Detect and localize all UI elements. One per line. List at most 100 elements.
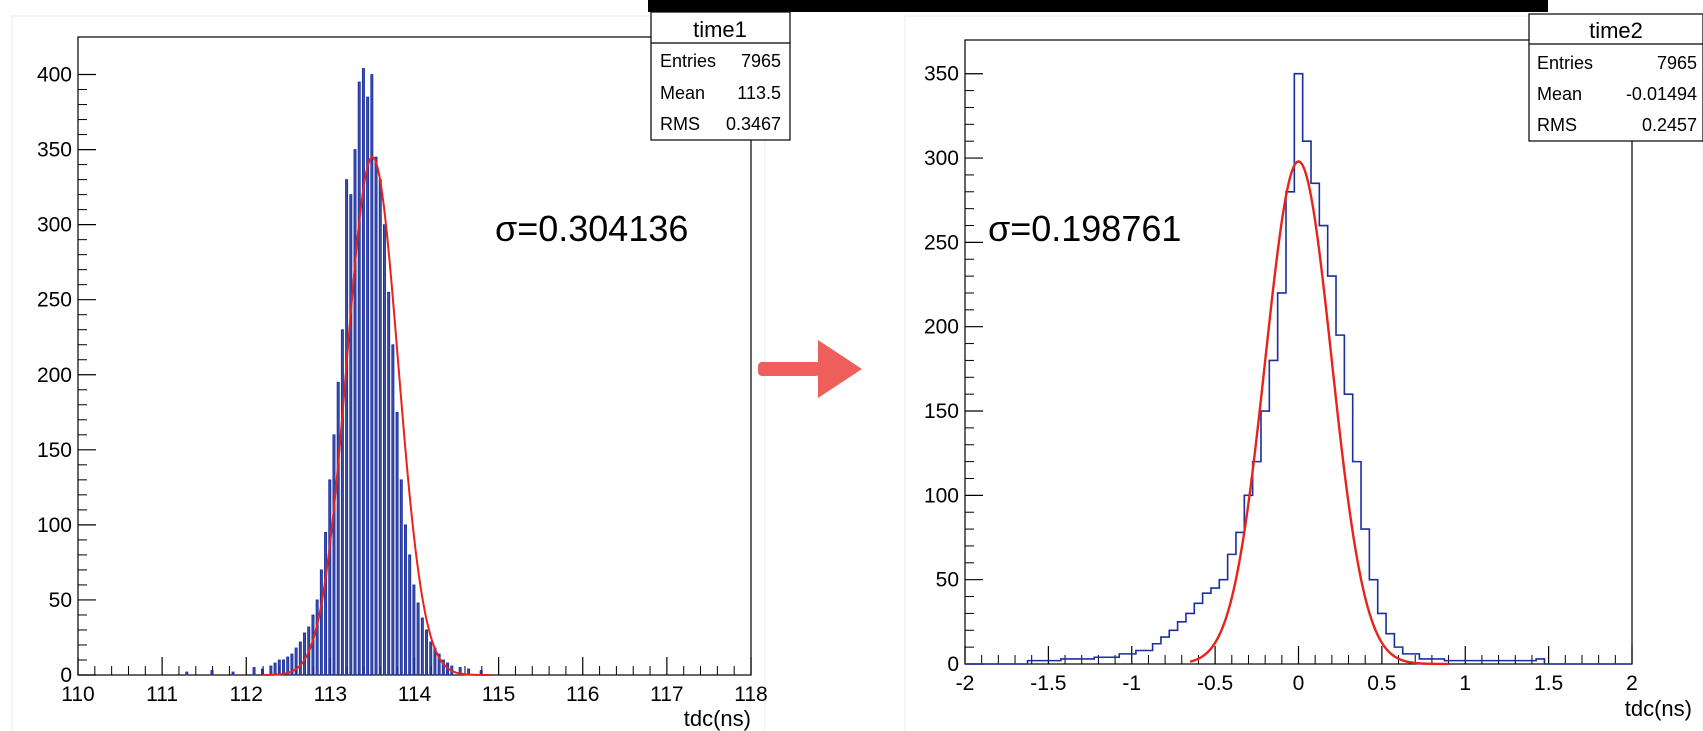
- title-underline: [648, 0, 1548, 12]
- histogram-bar: [416, 602, 420, 676]
- histogram-bar: [231, 671, 235, 676]
- stats-mean-value: 113.5: [737, 83, 781, 103]
- histogram-bar: [404, 524, 407, 676]
- histogram-bar: [260, 668, 264, 676]
- x-tick-label: 1: [1459, 672, 1471, 695]
- stats-entries-label: Entries: [660, 51, 716, 71]
- gaussian-fit-curve: [263, 155, 491, 676]
- right-arrow-icon: [758, 340, 862, 398]
- histogram-bar: [303, 632, 307, 676]
- x-tick-label: 1.5: [1534, 672, 1563, 695]
- x-tick-label: -2: [956, 672, 975, 695]
- y-tick-label: 250: [37, 289, 72, 312]
- x-tick-label: 117: [650, 683, 683, 706]
- histogram-bar: [458, 667, 462, 676]
- x-tick-label: -1: [1122, 672, 1141, 695]
- histogram-bar: [437, 653, 441, 676]
- y-tick-label: 0: [60, 664, 72, 687]
- y-tick-label: 200: [37, 364, 72, 387]
- histogram-bar: [408, 554, 412, 676]
- y-tick-label: 0: [947, 653, 959, 676]
- histogram-bar: [340, 329, 344, 676]
- y-tick-label: 100: [37, 514, 72, 537]
- y-tick-label: 150: [37, 439, 72, 462]
- sigma-annotation: σ=0.304136: [495, 208, 688, 249]
- stats-entries-label: Entries: [1537, 53, 1593, 73]
- histogram-bar: [374, 156, 378, 676]
- stats-rms-label: RMS: [660, 114, 700, 134]
- x-tick-label: 112: [230, 683, 263, 706]
- stats-title: time2: [1589, 18, 1643, 43]
- histogram-bar: [294, 647, 298, 676]
- y-tick-label: 150: [924, 400, 959, 423]
- stats-box: time2 Entries 7965 Mean -0.01494 RMS 0.2…: [1528, 13, 1703, 142]
- y-tick-label: 400: [37, 64, 72, 87]
- histogram-bar: [252, 667, 256, 676]
- stats-rms-label: RMS: [1537, 115, 1577, 135]
- histogram-bar: [315, 599, 319, 676]
- histogram-bar: [378, 179, 382, 676]
- panel-time2: 0 50 100 150 200 250 300 350 -2 -1.5 -1 -0.5 0 0.5 1 1…: [904, 13, 1703, 731]
- stats-box: time1 Entries 7965 Mean 113.5 RMS 0.3467: [650, 11, 791, 141]
- stats-mean-value: -0.01494: [1626, 84, 1697, 104]
- x-tick-label: 114: [398, 683, 432, 706]
- histogram-bar: [399, 479, 403, 676]
- histogram-bar: [185, 671, 189, 676]
- histogram-bar: [282, 659, 285, 676]
- y-tick-label: 100: [924, 484, 959, 507]
- histogram-bar: [332, 434, 336, 676]
- y-axis: 0 50 100 150 200 250 300 350 400: [37, 64, 96, 687]
- histogram-bar: [290, 653, 294, 676]
- panel-time1: 0 50 100 150 200 250 300 350 400 110 111 112 113 114…: [11, 11, 791, 731]
- stats-rms-value: 0.3467: [726, 114, 781, 134]
- histogram-bar: [273, 662, 277, 676]
- x-axis: -2 -1.5 -1 -0.5 0 0.5 1 1.5 2: [956, 646, 1638, 695]
- histogram-bar: [298, 641, 302, 676]
- histogram-bars: [185, 68, 483, 676]
- histogram-step-line: [965, 72, 1632, 665]
- x-tick-label: 110: [61, 683, 94, 706]
- histogram-bar: [349, 194, 353, 676]
- histogram-bar: [382, 224, 386, 676]
- stats-mean-label: Mean: [1537, 84, 1582, 104]
- histogram-bar: [420, 617, 424, 676]
- x-tick-label: -0.5: [1197, 672, 1233, 695]
- stats-title: time1: [693, 17, 747, 42]
- stats-rms-value: 0.2457: [1642, 115, 1697, 135]
- histogram-bar: [429, 641, 433, 676]
- x-tick-label: 2: [1626, 672, 1638, 695]
- x-tick-label: 111: [146, 683, 178, 706]
- y-tick-label: 50: [49, 589, 72, 612]
- histogram-bar: [370, 74, 374, 676]
- y-axis: 0 50 100 150 200 250 300 350: [924, 63, 983, 676]
- sigma-annotation: σ=0.198761: [988, 208, 1181, 249]
- x-tick-label: 116: [566, 683, 599, 706]
- stats-entries-value: 7965: [1657, 53, 1697, 73]
- histogram-bar: [361, 68, 365, 676]
- histogram-bar: [277, 659, 281, 676]
- y-tick-label: 200: [924, 316, 959, 339]
- histogram-bar: [395, 411, 399, 676]
- histogram-bar: [269, 665, 273, 676]
- x-tick-label: 0: [1293, 672, 1305, 695]
- stats-mean-label: Mean: [660, 83, 705, 103]
- x-tick-label: 115: [482, 683, 515, 706]
- histogram-bar: [210, 670, 214, 676]
- y-tick-label: 300: [924, 147, 959, 170]
- x-tick-label: 118: [734, 683, 767, 706]
- y-tick-label: 50: [936, 569, 959, 592]
- histogram-bar: [336, 381, 340, 676]
- y-tick-label: 350: [924, 63, 959, 86]
- histogram-bar: [366, 96, 370, 676]
- x-axis: 110 111 112 113 114 115 116 117 118: [61, 657, 768, 706]
- y-tick-label: 250: [924, 231, 959, 254]
- histogram-bar: [391, 344, 395, 676]
- x-tick-label: 113: [314, 683, 347, 706]
- histogram-bar: [357, 81, 361, 676]
- stats-entries-value: 7965: [741, 51, 781, 71]
- y-tick-label: 300: [37, 214, 72, 237]
- gaussian-fit-curve: [1189, 160, 1449, 666]
- histogram-bar: [324, 531, 328, 676]
- histogram-bar: [441, 659, 445, 676]
